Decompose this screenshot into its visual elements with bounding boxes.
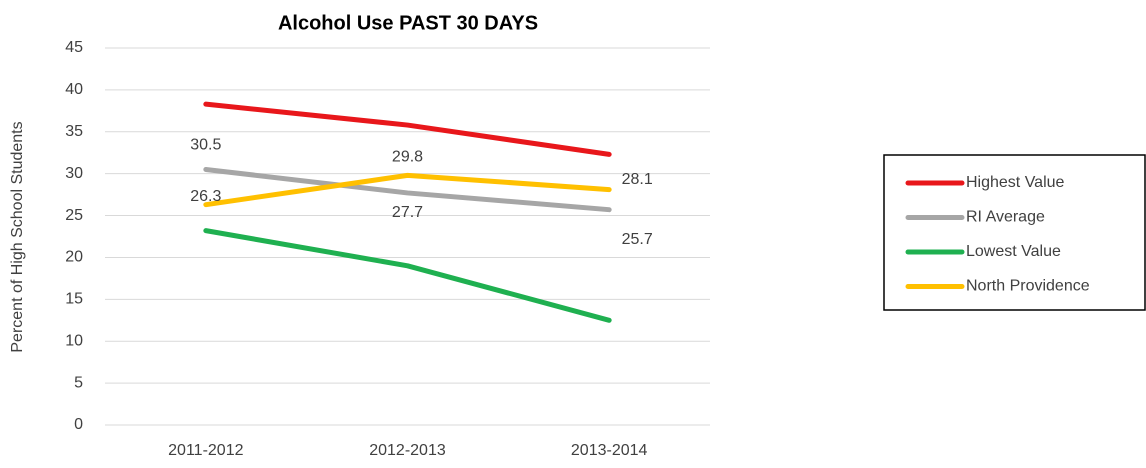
data-label: 28.1 [622,171,653,188]
x-tick-label: 2012-2013 [369,442,446,459]
data-label: 30.5 [190,137,221,154]
y-tick-label: 15 [65,291,83,308]
y-tick-label: 0 [74,416,83,433]
series-line [203,101,612,157]
x-tick-label: 2013-2014 [571,442,648,459]
y-tick-label: 45 [65,39,83,56]
series-line [203,228,612,323]
y-tick-label: 5 [74,374,83,391]
data-label: 27.7 [392,204,423,221]
legend-label: Highest Value [966,174,1065,191]
legend-label: RI Average [966,209,1045,226]
y-axis-label: Percent of High School Students [9,121,26,352]
series-line [203,172,612,208]
x-tick-label: 2011-2012 [168,442,243,459]
y-tick-label: 30 [65,165,83,182]
y-tick-label: 25 [65,207,83,224]
legend-label: Lowest Value [966,243,1061,260]
legend-label: North Providence [966,278,1090,295]
data-label: 25.7 [622,231,653,248]
data-label: 26.3 [190,188,221,205]
chart-title: Alcohol Use PAST 30 DAYS [278,12,538,34]
series-line [203,166,612,213]
y-tick-label: 35 [65,123,83,140]
y-tick-label: 40 [65,81,83,98]
y-tick-label: 10 [65,332,83,349]
data-label: 29.8 [392,149,423,166]
y-tick-label: 20 [65,249,83,266]
